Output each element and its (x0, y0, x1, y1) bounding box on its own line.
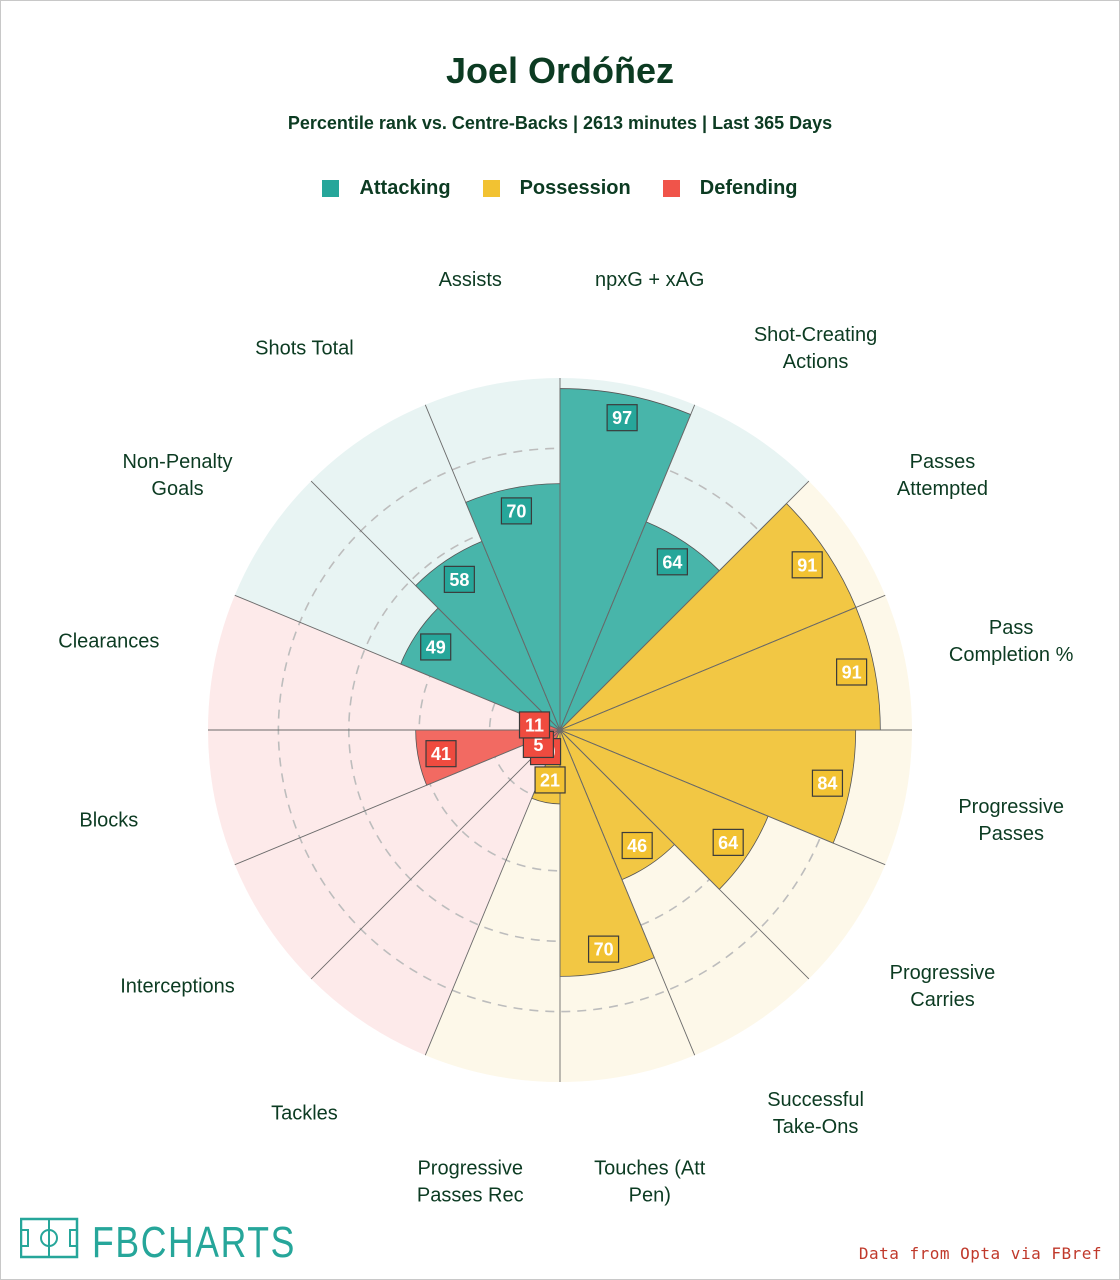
value-box-shots-total (443, 565, 475, 593)
legend-swatch-possession (482, 180, 500, 197)
legend-item-attacking: Attacking (322, 177, 451, 200)
spoke-13 (234, 594, 561, 731)
legend-item-possession: Possession (482, 177, 631, 200)
category-label-non-penalty-goals: Non-Penalty Goals (122, 451, 232, 500)
value-label-blocks: 41 (431, 744, 451, 764)
category-label-pass-completion: Pass Completion % (949, 617, 1074, 666)
value-box-pass-completion (836, 658, 868, 686)
value-box-progressive-passes (811, 769, 844, 797)
sector-bg-clearances (208, 595, 560, 730)
chart-title: Joel Ordóñez (445, 50, 675, 91)
legend-label-attacking: Attacking (359, 177, 451, 199)
value-label-progressive-passes: 84 (817, 774, 837, 794)
legend-swatch-attacking (322, 180, 340, 197)
value-box-passes-attempted (791, 551, 823, 579)
category-label-blocks: Blocks (79, 810, 138, 832)
spoke-11 (234, 729, 561, 866)
category-label-passes-attempted: Passes Attempted (897, 451, 988, 500)
value-label-successful-take-ons: 46 (627, 836, 647, 856)
pitch-icon (20, 1217, 79, 1259)
category-label-clearances: Clearances (58, 630, 159, 652)
value-label-progressive-carries: 64 (718, 833, 738, 853)
spoke-14 (310, 480, 561, 731)
category-label-interceptions: Interceptions (120, 976, 235, 998)
value-box-assists (500, 497, 533, 525)
value-box-non-penalty-goals (420, 633, 452, 661)
spoke-10 (310, 729, 561, 980)
category-label-npxg-xag: npxG + xAG (595, 269, 705, 291)
spoke-15 (424, 404, 561, 731)
category-label-tackles: Tackles (271, 1102, 338, 1124)
spoke-5 (559, 729, 886, 866)
fbcharts-logo: FBCHARTS (20, 1217, 296, 1265)
legend-item-defending: Defending (662, 177, 798, 200)
category-label-assists: Assists (439, 269, 502, 291)
value-label-shot-creating-actions: 64 (662, 552, 682, 572)
value-label-progressive-passes-rec: 21 (540, 770, 560, 790)
value-label-shots-total: 58 (449, 570, 469, 590)
bar-progressive-passes (559, 729, 857, 844)
value-label-non-penalty-goals: 49 (426, 637, 446, 657)
category-label-successful-take-ons: Successful Take-Ons (767, 1089, 864, 1138)
value-label-pass-completion: 91 (842, 663, 862, 683)
sector-bg-interceptions (234, 730, 561, 979)
spoke-1 (559, 404, 696, 731)
category-label-progressive-passes-rec: Progressive Passes Rec (417, 1158, 524, 1207)
sector-bg-tackles (311, 730, 560, 1056)
value-box-progressive-carries (712, 828, 744, 856)
value-box-successful-take-ons (621, 831, 653, 860)
value-box-npxg-xag (606, 404, 638, 432)
value-label-assists: 70 (506, 501, 526, 521)
spoke-7 (559, 729, 696, 1056)
category-label-progressive-carries: Progressive Carries (890, 962, 996, 1011)
legend: Attacking Possession Defending (0, 177, 1120, 200)
value-label-touches-att-pen: 70 (594, 940, 614, 960)
value-box-clearances (518, 711, 551, 739)
data-source: Data from Opta via FBref (858, 1244, 1102, 1263)
legend-swatch-defending (662, 180, 680, 197)
value-box-touches-att-pen (587, 935, 620, 963)
legend-label-possession: Possession (519, 177, 631, 199)
sector-bg-progressive-passes-rec (425, 730, 560, 1082)
bar-pass-completion (559, 606, 881, 731)
value-box-blocks (425, 740, 457, 768)
category-label-shots-total: Shots Total (255, 338, 354, 360)
value-box-shot-creating-actions (656, 548, 688, 576)
value-box-progressive-passes-rec (534, 766, 566, 794)
value-label-clearances: 11 (525, 715, 544, 735)
bar-npxg-xag (559, 388, 692, 731)
spoke-3 (559, 594, 886, 731)
value-label-passes-attempted: 91 (797, 555, 817, 575)
category-label-progressive-passes: Progressive Passes (958, 796, 1064, 845)
spoke-2 (559, 480, 810, 731)
category-label-touches-att-pen: Touches (Att Pen) (594, 1158, 706, 1207)
bar-passes-attempted (559, 502, 857, 731)
value-label-interceptions: 5 (533, 735, 543, 755)
category-label-shot-creating-actions: Shot-Creating Actions (754, 324, 877, 373)
chart-subtitle: Percentile rank vs. Centre-Backs | 2613 … (287, 113, 833, 133)
value-label-npxg-xag: 97 (612, 408, 632, 428)
legend-label-defending: Defending (699, 177, 798, 199)
logo-text: FBCHARTS (92, 1218, 296, 1265)
spoke-6 (559, 729, 810, 980)
